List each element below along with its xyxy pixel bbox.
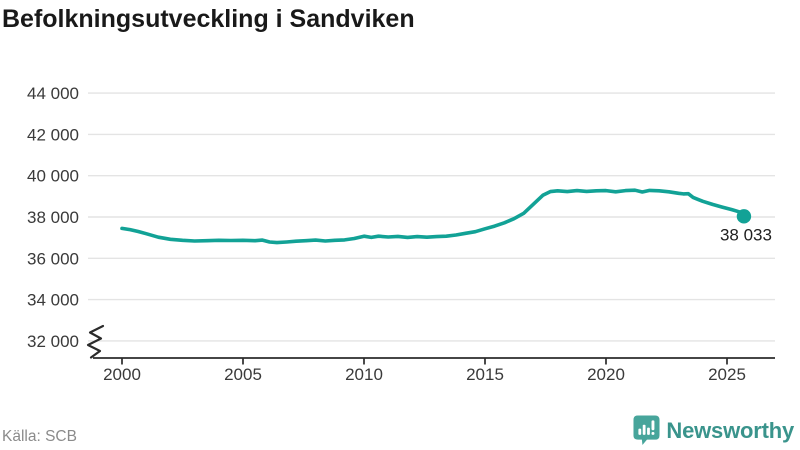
x-axis-label: 2020: [587, 365, 625, 384]
x-axis-label: 2010: [345, 365, 383, 384]
y-axis-label: 40 000: [27, 167, 79, 186]
y-axis-label: 42 000: [27, 125, 79, 144]
population-line: [120, 188, 746, 245]
y-axis-label: 38 000: [27, 208, 79, 227]
newsworthy-wordmark: Newsworthy: [666, 417, 794, 443]
x-axis-label: 2025: [708, 365, 746, 384]
newsworthy-chart-bubble-icon: [633, 415, 660, 445]
page-title: Befolkningsutveckling i Sandviken: [2, 5, 415, 33]
y-axis-label: 32 000: [27, 332, 79, 351]
source-label: Källa: SCB: [2, 428, 77, 445]
newsworthy-logo: Newsworthy: [633, 415, 794, 446]
y-axis-break-icon: [86, 324, 105, 359]
y-axis-label: 36 000: [27, 249, 79, 268]
y-axis-label: 44 000: [27, 84, 79, 103]
x-axis-label: 2000: [103, 365, 141, 384]
x-axis-label: 2005: [224, 365, 262, 384]
latest-value-dot: [736, 209, 752, 224]
x-axis-label: 2015: [466, 365, 504, 384]
latest-value-label: 38 033: [720, 225, 772, 244]
y-axis-label: 34 000: [27, 291, 79, 310]
